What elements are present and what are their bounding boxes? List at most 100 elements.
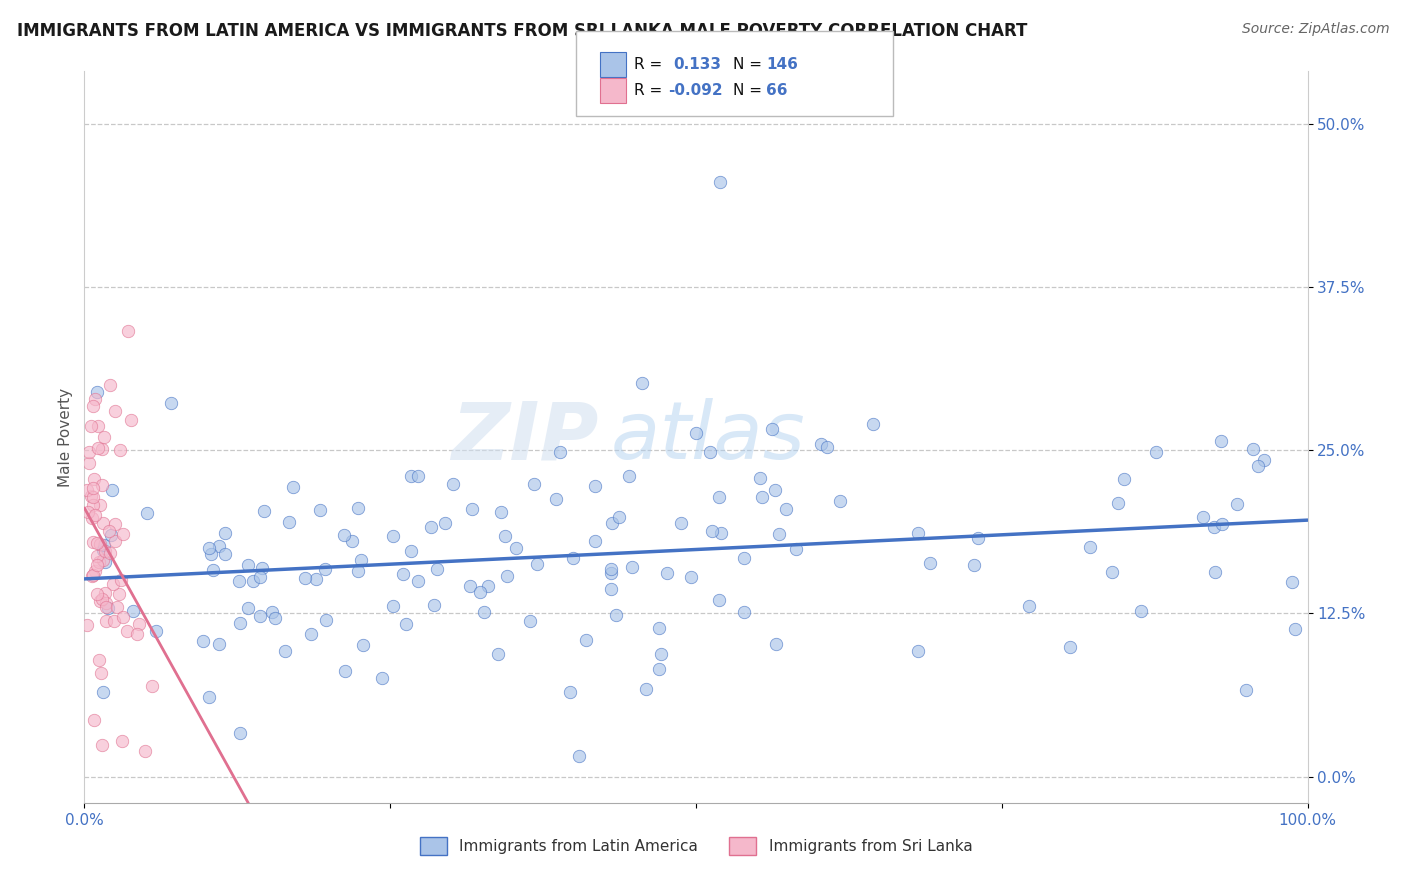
Point — [1144, 445, 1167, 459]
Point — [198, 541, 221, 556]
Point — [733, 605, 755, 619]
Point — [1226, 497, 1249, 511]
Point — [274, 644, 297, 658]
Point — [94, 615, 117, 629]
Point — [91, 516, 114, 530]
Point — [242, 574, 264, 588]
Point — [1192, 510, 1215, 524]
Point — [91, 478, 114, 492]
Point — [228, 574, 250, 588]
Point — [314, 562, 336, 576]
Point — [526, 557, 548, 571]
Point — [135, 506, 157, 520]
Point — [111, 734, 134, 748]
Point — [335, 664, 357, 678]
Point — [963, 558, 986, 573]
Point — [82, 568, 104, 582]
Point — [519, 614, 541, 628]
Point — [733, 550, 755, 565]
Point — [1130, 604, 1153, 618]
Point — [249, 608, 271, 623]
Point — [346, 565, 368, 579]
Point — [399, 544, 422, 558]
Point — [775, 502, 797, 516]
Point — [671, 516, 693, 531]
Point — [544, 491, 567, 506]
Point — [619, 469, 641, 483]
Point — [79, 457, 101, 471]
Point — [907, 526, 929, 541]
Point — [141, 679, 163, 693]
Point — [112, 610, 135, 624]
Point — [80, 489, 103, 503]
Point — [347, 501, 370, 516]
Point — [763, 483, 786, 497]
Point — [120, 413, 142, 427]
Point — [94, 544, 117, 558]
Point — [82, 399, 104, 413]
Point — [91, 685, 114, 699]
Point — [828, 493, 851, 508]
Point — [263, 610, 285, 624]
Point — [583, 479, 606, 493]
Point — [76, 483, 98, 497]
Point — [87, 418, 110, 433]
Point — [707, 490, 730, 504]
Point — [250, 561, 273, 575]
Point — [406, 574, 429, 588]
Point — [93, 430, 115, 444]
Point — [299, 627, 322, 641]
Point — [709, 175, 731, 189]
Point — [391, 566, 413, 581]
Point — [294, 571, 316, 585]
Point — [94, 599, 117, 614]
Point — [420, 520, 443, 534]
Point — [1107, 495, 1129, 509]
Point — [125, 626, 148, 640]
Point — [89, 498, 111, 512]
Point — [1204, 520, 1226, 534]
Point — [768, 527, 790, 541]
Point — [198, 690, 221, 705]
Point — [82, 481, 104, 495]
Point — [77, 444, 100, 458]
Point — [681, 570, 703, 584]
Point — [765, 637, 787, 651]
Point — [1281, 575, 1303, 590]
Point — [648, 621, 671, 635]
Point — [128, 616, 150, 631]
Point — [98, 378, 121, 392]
Point — [441, 476, 464, 491]
Point — [82, 499, 104, 513]
Point — [87, 652, 110, 666]
Point — [229, 726, 252, 740]
Point — [94, 596, 117, 610]
Point — [86, 549, 108, 564]
Point — [191, 634, 214, 648]
Point — [810, 436, 832, 450]
Point — [214, 547, 236, 561]
Point — [707, 593, 730, 607]
Point — [636, 682, 658, 697]
Point — [332, 527, 354, 541]
Point — [87, 441, 110, 455]
Point — [371, 671, 394, 685]
Text: Source: ZipAtlas.com: Source: ZipAtlas.com — [1241, 22, 1389, 37]
Point — [249, 570, 271, 584]
Point — [568, 748, 591, 763]
Point — [423, 598, 446, 612]
Point — [648, 662, 671, 676]
Point — [605, 608, 627, 623]
Point — [1211, 516, 1233, 531]
Point — [104, 533, 127, 548]
Point — [104, 516, 127, 531]
Point — [575, 633, 598, 648]
Point — [558, 684, 581, 698]
Point — [352, 638, 374, 652]
Point — [1078, 540, 1101, 554]
Point — [83, 392, 105, 406]
Point — [631, 376, 654, 391]
Point — [260, 605, 283, 619]
Point — [315, 613, 337, 627]
Point — [236, 600, 259, 615]
